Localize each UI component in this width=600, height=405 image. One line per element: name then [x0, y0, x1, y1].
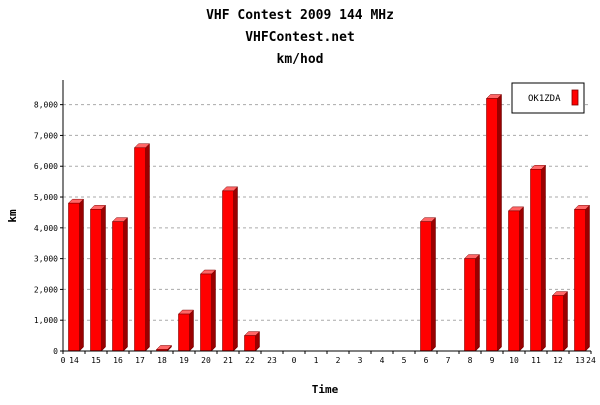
bar-front: [552, 295, 564, 352]
x-tick-label: 12: [553, 356, 563, 365]
bar: [419, 217, 437, 352]
x-tick-label: 6: [424, 356, 429, 365]
bar: [485, 93, 503, 352]
bar: [199, 269, 217, 352]
y-tick-label: 0: [53, 347, 58, 356]
x-tick-label: 2: [336, 356, 341, 365]
bar-side: [519, 206, 524, 352]
x-tick-label: 15: [91, 356, 101, 365]
bar-side: [101, 204, 106, 352]
bar-front: [530, 169, 542, 352]
bar: [243, 330, 261, 352]
bar-front: [486, 98, 498, 352]
x-tick-label: 23: [267, 356, 277, 365]
bar-front: [134, 147, 146, 352]
bar-side: [79, 198, 84, 352]
bar-front: [90, 209, 102, 352]
bar-front: [420, 221, 432, 352]
bar-side: [563, 290, 568, 352]
y-tick-label: 3,000: [34, 255, 58, 264]
y-axis-label: km: [6, 209, 19, 223]
gridlines: [63, 104, 591, 321]
x-tick-label: 13: [575, 356, 585, 365]
x-tick-label: 1: [314, 356, 319, 365]
x-tick-label: 4: [380, 356, 385, 365]
x-tick-label: 7: [446, 356, 451, 365]
chart-subtitle-units: km/hod: [277, 52, 324, 67]
bar-front: [574, 209, 586, 352]
x-axis-start-label: 0: [61, 356, 66, 365]
y-tick-label: 7,000: [34, 131, 58, 140]
bar-front: [112, 221, 124, 352]
y-tick-label: 8,000: [34, 101, 58, 110]
bar: [221, 186, 239, 352]
x-tick-label: 20: [201, 356, 211, 365]
bar: [111, 217, 129, 352]
x-tick-label: 22: [245, 356, 255, 365]
bar-front: [200, 273, 212, 352]
bar-side: [233, 186, 238, 352]
x-tick-label: 19: [179, 356, 189, 365]
bar-side: [497, 93, 502, 352]
bars: [67, 93, 591, 352]
tick-labels: 0 1,000 2,000 3,000 4,000 5,000 6,000 7,000 8,00…: [34, 101, 596, 365]
x-axis-end-label: 24: [586, 356, 596, 365]
y-tick-label: 5,000: [34, 193, 58, 202]
axes: [60, 80, 592, 354]
x-tick-label: 0: [292, 356, 297, 365]
x-tick-label: 14: [69, 356, 79, 365]
x-tick-label: 8: [468, 356, 473, 365]
y-tick-label: 1,000: [34, 316, 58, 325]
bar: [155, 344, 173, 352]
x-tick-label: 3: [358, 356, 363, 365]
bar: [507, 206, 525, 352]
bar-side: [431, 217, 436, 352]
bar: [529, 164, 547, 352]
bar: [551, 290, 569, 352]
x-tick-label: 9: [490, 356, 495, 365]
chart-subtitle: VHFContest.net: [245, 30, 355, 45]
bar: [463, 254, 481, 352]
bar-front: [508, 210, 520, 352]
bar-front: [222, 190, 234, 352]
x-tick-label: 11: [531, 356, 541, 365]
bar-front: [464, 258, 476, 352]
bar-side: [211, 269, 216, 352]
legend-swatch: [571, 89, 579, 106]
bar-side: [541, 164, 546, 352]
x-tick-label: 5: [402, 356, 407, 365]
x-tick-label: 10: [509, 356, 519, 365]
chart-title: VHF Contest 2009 144 MHz: [206, 8, 394, 23]
bar: [89, 204, 107, 352]
bar-front: [244, 335, 256, 352]
legend: OK1ZDA: [511, 82, 585, 114]
bar-side: [123, 217, 128, 352]
bar-side: [189, 309, 194, 352]
bar: [177, 309, 195, 352]
bar: [133, 143, 151, 352]
bar: [573, 204, 591, 352]
y-tick-label: 2,000: [34, 285, 58, 294]
bar-side: [475, 254, 480, 352]
y-tick-label: 4,000: [34, 224, 58, 233]
x-tick-label: 18: [157, 356, 167, 365]
x-tick-label: 16: [113, 356, 123, 365]
bar-side: [585, 204, 590, 352]
bar-front: [178, 313, 190, 352]
y-tick-label: 6,000: [34, 162, 58, 171]
bar: [67, 198, 85, 352]
x-tick-label: 17: [135, 356, 145, 365]
legend-label: OK1ZDA: [528, 94, 561, 104]
bar-side: [145, 143, 150, 352]
bar-front: [68, 202, 80, 352]
x-tick-label: 21: [223, 356, 233, 365]
x-axis-label: Time: [312, 383, 339, 396]
